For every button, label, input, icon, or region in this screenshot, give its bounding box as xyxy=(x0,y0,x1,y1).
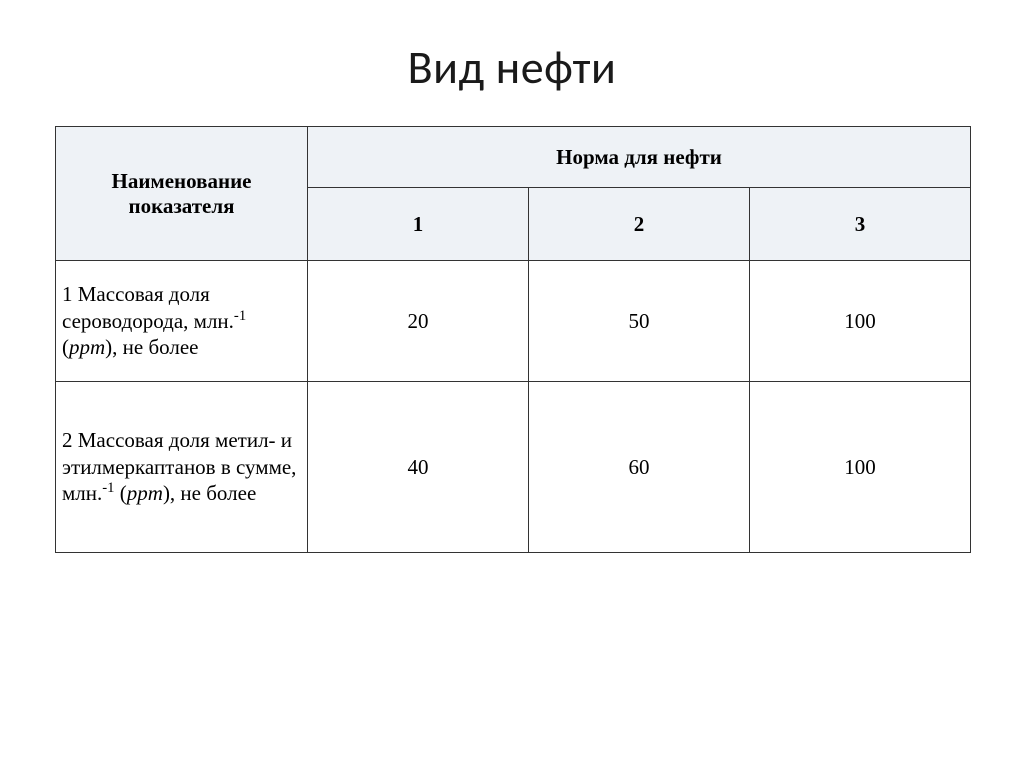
row1-param-sup: -1 xyxy=(234,308,246,324)
header-col-3: 3 xyxy=(750,188,971,261)
slide-container: Вид нефти Наименование показателя Норма … xyxy=(0,0,1024,767)
row2-val-2: 60 xyxy=(529,382,750,553)
oil-type-table: Наименование показателя Норма для нефти … xyxy=(55,126,971,553)
row2-param-open: ( xyxy=(115,481,127,505)
row2-param-close: ), не более xyxy=(163,481,256,505)
row1-param-open: ( xyxy=(62,335,69,359)
table-row: 1 Массовая доля сероводорода, млн.-1 (pp… xyxy=(56,261,971,382)
table-row: 2 Массовая доля метил- и этилмеркаптанов… xyxy=(56,382,971,553)
row1-param: 1 Массовая доля сероводорода, млн.-1 (pp… xyxy=(56,261,308,382)
header-parameter-name: Наименование показателя xyxy=(56,127,308,261)
row2-val-1: 40 xyxy=(308,382,529,553)
page-title: Вид нефти xyxy=(55,40,969,96)
row1-val-2: 50 xyxy=(529,261,750,382)
row2-val-3: 100 xyxy=(750,382,971,553)
row2-param-ital: ppm xyxy=(127,481,163,505)
row2-param-sup: -1 xyxy=(102,480,114,496)
row2-param: 2 Массовая доля метил- и этилмеркаптанов… xyxy=(56,382,308,553)
row1-param-close: ), не более xyxy=(105,335,198,359)
header-col-2: 2 xyxy=(529,188,750,261)
row1-param-ital: ppm xyxy=(69,335,105,359)
header-col-1: 1 xyxy=(308,188,529,261)
table-body: 1 Массовая доля сероводорода, млн.-1 (pp… xyxy=(56,261,971,553)
row1-val-1: 20 xyxy=(308,261,529,382)
row1-param-prefix: 1 Массовая доля сероводорода, млн. xyxy=(62,282,234,333)
header-norm-group: Норма для нефти xyxy=(308,127,971,188)
table-header: Наименование показателя Норма для нефти … xyxy=(56,127,971,261)
row1-val-3: 100 xyxy=(750,261,971,382)
